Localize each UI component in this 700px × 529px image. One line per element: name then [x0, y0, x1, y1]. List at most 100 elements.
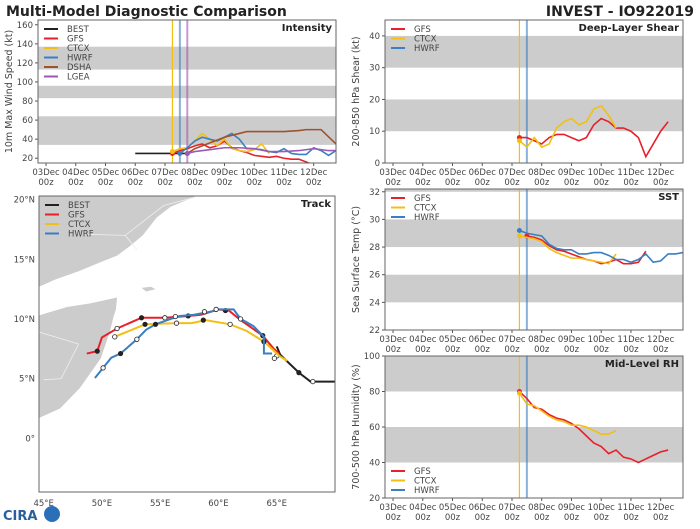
series-line-gfs [519, 117, 669, 159]
x-tick-label-date: 03Dec [379, 335, 407, 345]
y-tick-label: 28 [369, 243, 380, 253]
x-tick-label-hour: 00z [504, 513, 520, 523]
x-tick-label-date: 03Dec [379, 168, 407, 178]
y-tick-label: 22 [369, 326, 380, 336]
x-tick-label-hour: 00z [594, 345, 610, 355]
x-tick-label-hour: 00z [157, 178, 173, 188]
x-tick-label-date: 07Dec [498, 168, 526, 178]
x-tick-label-hour: 00z [415, 513, 431, 523]
x-tick-label-hour: 00z [653, 345, 669, 355]
track-line-ctcx [114, 319, 288, 362]
track-position-marker-gfs [114, 325, 120, 332]
threshold-band [385, 99, 683, 132]
lat-tick-label: 0° [25, 434, 35, 444]
x-tick-label-date: 11Dec [617, 168, 645, 178]
cira-logo: CIRA [3, 506, 60, 524]
x-tick-label-hour: 00z [187, 178, 203, 188]
legend-label: CTCX [414, 204, 437, 214]
track-position-marker-ctcx [112, 334, 118, 340]
x-tick-label-hour: 00z [128, 178, 144, 188]
x-tick-label-date: 04Dec [409, 503, 437, 513]
y-tick-label: 20 [369, 95, 380, 105]
intensity-frame [37, 19, 337, 164]
x-tick-label-hour: 00z [564, 345, 580, 355]
x-tick-label-hour: 00z [385, 345, 401, 355]
x-tick-label-hour: 00z [68, 178, 84, 188]
legend-label: HWRF [68, 230, 94, 240]
x-tick-label-date: 07Dec [498, 335, 526, 345]
legend-label: CTCX [414, 35, 437, 45]
legend-label: HWRF [414, 44, 440, 54]
track-position-marker-hwrf [134, 336, 140, 342]
y-tick-label: 20 [22, 154, 33, 164]
x-tick-label-hour: 00z [445, 178, 461, 188]
x-tick-label-date: 09Dec [558, 503, 586, 513]
threshold-band [385, 274, 683, 303]
lat-tick-label: 5°N [19, 375, 35, 385]
x-tick-label-date: 05Dec [439, 503, 467, 513]
y-tick-label: 30 [369, 64, 380, 74]
y-tick-label: 120 [17, 59, 33, 69]
y-tick-label: 30 [369, 215, 380, 225]
storm-id-title: INVEST - IO922019 [546, 4, 694, 20]
legend-label: HWRF [67, 54, 93, 64]
legend-label: BEST [67, 25, 90, 35]
x-tick-label-date: 12Dec [647, 503, 675, 513]
x-tick-label-date: 09Dec [211, 168, 239, 178]
y-tick-label: 26 [369, 271, 380, 281]
track-position-marker-gfs [162, 315, 168, 321]
track-position-marker-ctcx [200, 317, 206, 323]
y-axis-label: 10m Max Wind Speed (kt) [4, 30, 15, 153]
x-tick-label-hour: 00z [653, 178, 669, 188]
y-tick-label: 0 [375, 159, 380, 169]
series-start-marker-ctcx [516, 390, 522, 396]
x-tick-label-hour: 00z [217, 178, 233, 188]
x-tick-label-hour: 00z [385, 513, 401, 523]
sst-frame [384, 188, 684, 331]
x-tick-label-date: 07Dec [498, 503, 526, 513]
y-tick-label: 32 [369, 188, 380, 198]
x-tick-label-hour: 00z [247, 178, 263, 188]
x-tick-label-date: 08Dec [528, 335, 556, 345]
x-tick-label-date: 12Dec [647, 168, 675, 178]
track-position-marker-ctcx [173, 320, 180, 326]
y-axis-label: Sea Surface Temp (°C) [351, 206, 362, 313]
legend-label: GFS [414, 25, 431, 35]
track-position-marker-best [310, 378, 316, 385]
y-tick-label: 80 [22, 97, 33, 107]
y-tick-label: 140 [17, 40, 33, 50]
x-tick-label-date: 10Dec [241, 168, 269, 178]
x-tick-label-hour: 00z [594, 178, 610, 188]
country-border [124, 196, 196, 236]
track-position-marker-hwrf [117, 350, 124, 357]
track-plot-area [39, 196, 335, 492]
x-tick-label-hour: 00z [504, 345, 520, 355]
y-tick-label: 80 [369, 388, 380, 398]
threshold-band [385, 356, 683, 392]
x-tick-label-date: 06Dec [469, 168, 497, 178]
y-tick-label: 40 [22, 135, 33, 145]
series-start-marker-hwrf [516, 227, 522, 233]
x-tick-label-date: 11Dec [617, 335, 645, 345]
x-tick-label-hour: 00z [415, 345, 431, 355]
y-tick-label: 10 [369, 127, 380, 137]
lon-tick-label: 55°E [150, 499, 170, 509]
x-tick-label-hour: 00z [623, 178, 639, 188]
series-line-dsha [186, 128, 336, 155]
y-tick-label: 100 [17, 78, 33, 88]
x-tick-label-date: 03Dec [32, 168, 60, 178]
x-tick-label-date: 05Dec [439, 168, 467, 178]
series-line-lgea [187, 146, 336, 155]
x-tick-label-hour: 00z [594, 513, 610, 523]
x-tick-label-hour: 00z [534, 513, 550, 523]
x-tick-label-date: 08Dec [181, 168, 209, 178]
legend-label: HWRF [414, 486, 440, 496]
figure-title: Multi-Model Diagnostic Comparison [6, 4, 287, 20]
cira-logo-globe-icon [44, 506, 60, 522]
x-tick-label-date: 06Dec [122, 168, 150, 178]
series-start-marker-ctcx [169, 149, 175, 155]
x-tick-label-date: 10Dec [588, 335, 616, 345]
